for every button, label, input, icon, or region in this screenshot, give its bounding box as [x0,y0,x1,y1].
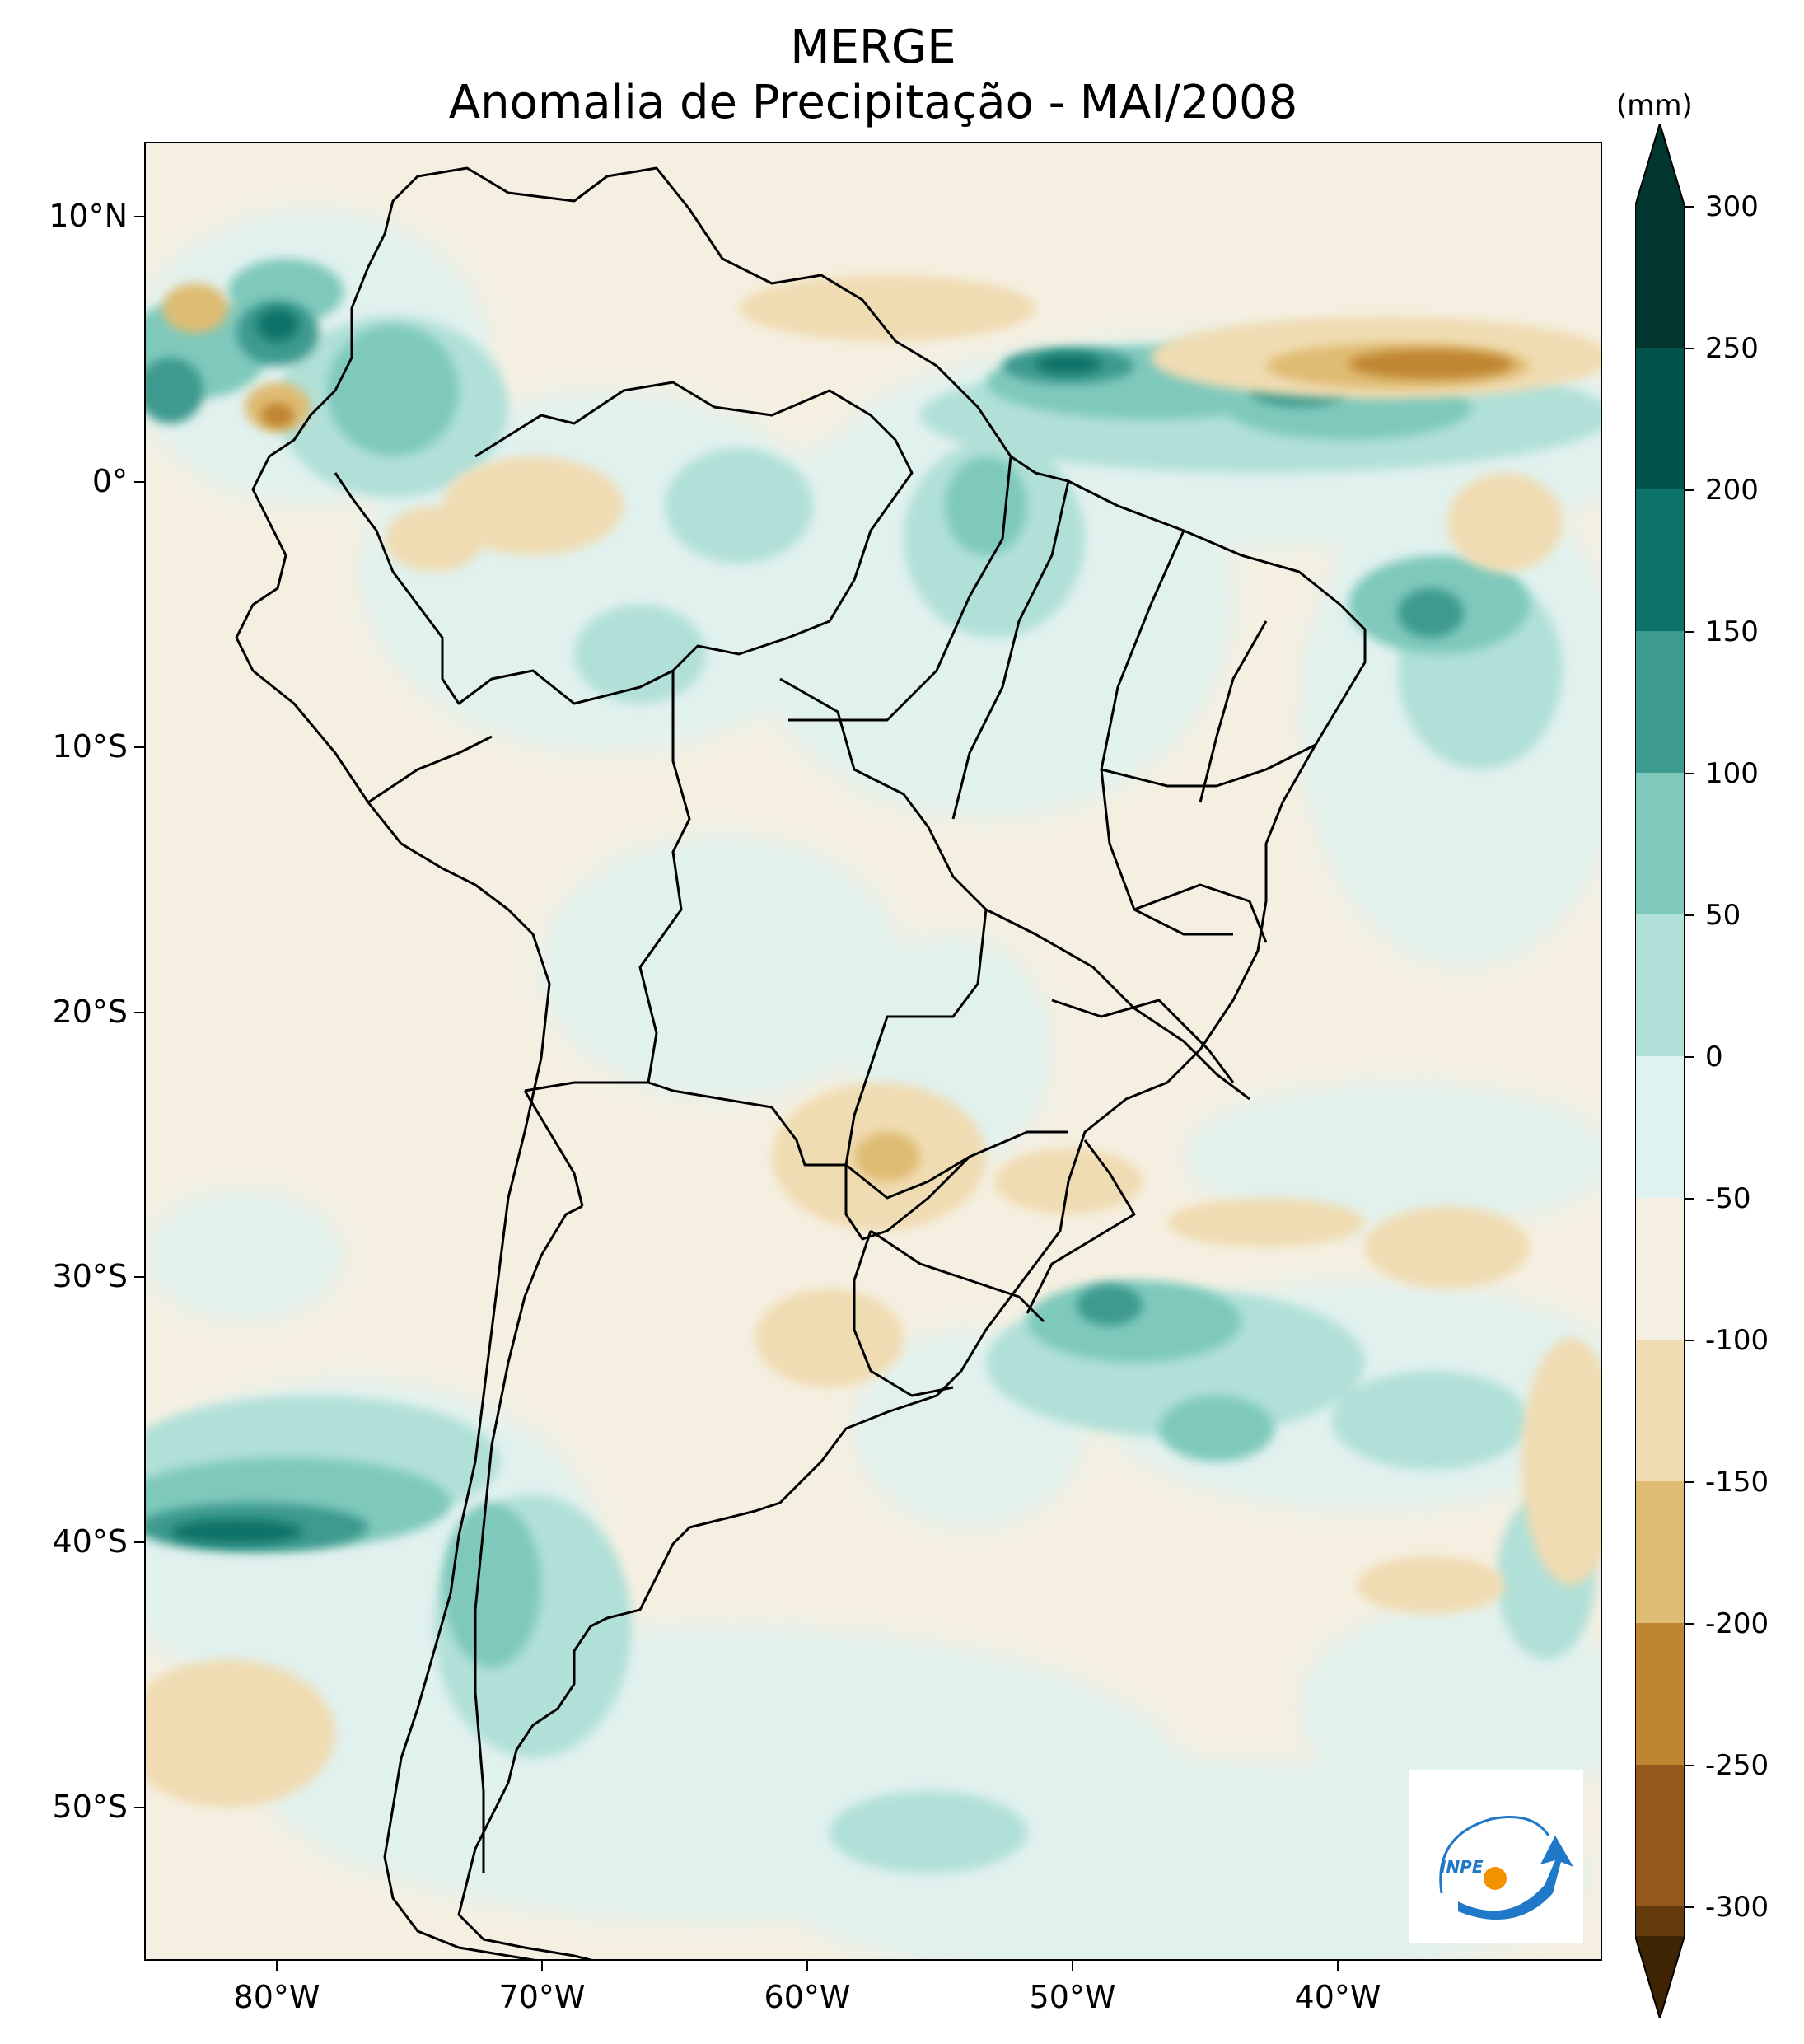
colorbar-swatch [1635,1056,1685,1198]
lon-label-50w: 50°W [1029,1979,1116,2015]
colorbar-swatch [1635,489,1685,631]
colorbar-tick [1685,631,1694,633]
border-line [334,381,914,705]
lat-label-10n: 10°N [49,198,128,234]
border-line [951,480,1070,820]
lon-label-70w: 70°W [498,1979,586,2015]
colorbar-label: -250 [1705,1749,1769,1782]
colorbar-label: 200 [1705,474,1759,507]
border-line [647,1081,846,1167]
colorbar-swatch [1635,1340,1685,1481]
colorbar-label: -100 [1705,1324,1769,1357]
lat-tick [134,1012,144,1013]
anomaly-light-negative [146,275,1601,1808]
inpe-logo: INPE [1409,1770,1583,1943]
border-line [523,1090,584,1207]
lat-tick [134,216,144,217]
units-label: (mm) [1616,89,1693,122]
border-line [1051,999,1235,1083]
colorbar-label: -150 [1705,1466,1769,1499]
border-line [1133,883,1268,943]
colorbar-swatch [1635,914,1685,1056]
logo-text: INPE [1440,1857,1484,1877]
colorbar-swatch [1635,1906,1685,1936]
border-line [1199,620,1268,803]
lon-tick [276,1961,278,1971]
colorbar-swatch [1635,1198,1685,1340]
colorbar-label: 100 [1705,757,1759,790]
country-borders [235,166,1367,1959]
colorbar-tick [1685,206,1694,208]
colorbar-swatch [1635,206,1685,348]
colorbar-label: 150 [1705,615,1759,648]
colorbar-tick [1685,1623,1694,1625]
colorbar-label: 300 [1705,190,1759,223]
colorbar-tick [1685,773,1694,774]
border-line [367,735,493,804]
border-line [779,677,1068,1200]
colorbar-tick [1685,1056,1694,1058]
colorbar-tick [1685,1906,1694,1908]
colorbar-label: -50 [1705,1182,1751,1215]
lon-tick [541,1961,543,1971]
colorbar-tick [1685,1198,1694,1200]
lat-label-50s: 50°S [52,1789,128,1825]
colorbar-swatch [1635,1481,1685,1623]
anomaly-strong-negative [261,349,1513,428]
border-line [788,456,1012,722]
lat-tick [134,1276,144,1278]
border-line [474,1204,583,1873]
border-line [1026,1139,1136,1314]
map-subtitle: Anomalia de Precipitação - MAI/2008 [448,76,1298,129]
colorbar-top-arrow [1635,124,1685,206]
border-line [853,1230,954,1397]
lat-tick [134,1541,144,1543]
colorbar-tick [1685,1340,1694,1341]
lat-tick [134,746,144,748]
colorbar-bottom-arrow [1635,1936,1685,2018]
lat-tick [134,481,144,483]
lon-tick [806,1961,808,1971]
colorbar-swatch [1635,1765,1685,1906]
border-line [870,1229,1045,1323]
map-title: MERGE [790,21,956,74]
colorbar-tick [1685,1481,1694,1483]
lat-label-40s: 40°S [52,1523,128,1560]
anomaly-extreme-positive [171,308,1101,1544]
colorbar-swatch [1635,348,1685,489]
colorbar-swatch [1635,1623,1685,1765]
colorbar-swatch [1635,773,1685,914]
lon-tick [1072,1961,1073,1971]
colorbar-label: -200 [1705,1607,1769,1640]
south-america-coastline [235,166,1367,1959]
colorbar-tick [1685,1765,1694,1766]
lat-tick [134,1807,144,1808]
lat-label-0: 0° [91,463,128,499]
colorbar-tick [1685,348,1694,349]
lat-label-30s: 30°S [52,1258,128,1294]
colorbar-tick [1685,914,1694,916]
lon-label-40w: 40°W [1294,1979,1381,2015]
colorbar-tick [1685,489,1694,491]
lon-label-80w: 80°W [233,1979,320,2015]
lat-label-10s: 10°S [52,728,128,765]
colorbar-label: 250 [1705,332,1759,365]
border-line [1100,530,1233,936]
colorbar-swatch [1635,631,1685,773]
colorbar-label: 0 [1705,1041,1723,1073]
colorbar-label: 50 [1705,899,1741,932]
colorbar [1635,124,1685,2018]
lon-tick [1337,1961,1339,1971]
lon-label-60w: 60°W [764,1979,851,2015]
colorbar-label: -300 [1705,1891,1769,1924]
border-line [1101,743,1316,788]
border-line [524,671,691,1092]
lat-label-20s: 20°S [52,994,128,1030]
precipitation-anomaly-map [144,142,1602,1961]
